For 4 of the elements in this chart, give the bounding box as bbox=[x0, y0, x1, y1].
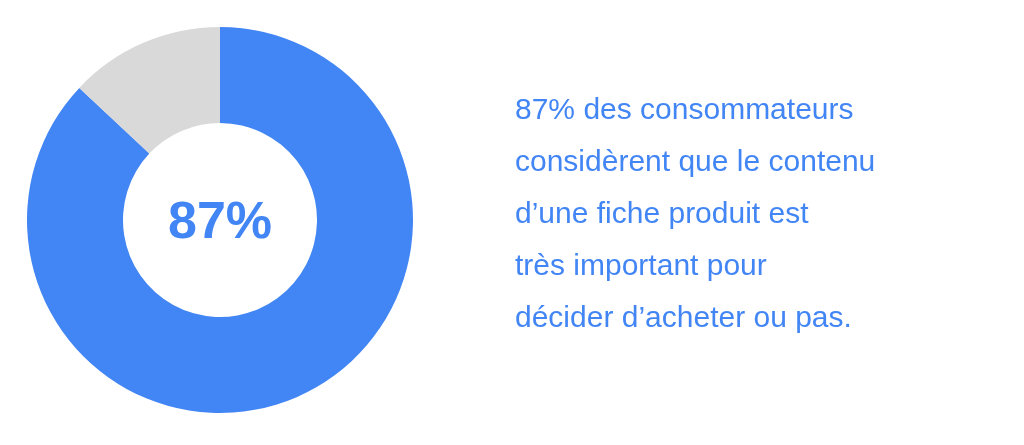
donut-slice bbox=[27, 27, 413, 413]
donut-slice bbox=[79, 27, 220, 154]
text: 87% des consommateurs considèrent que le contenu d’une fiche produit est très important pour décider d’acheter ou pas. bbox=[515, 92, 876, 333]
text: 87% bbox=[167, 191, 273, 249]
